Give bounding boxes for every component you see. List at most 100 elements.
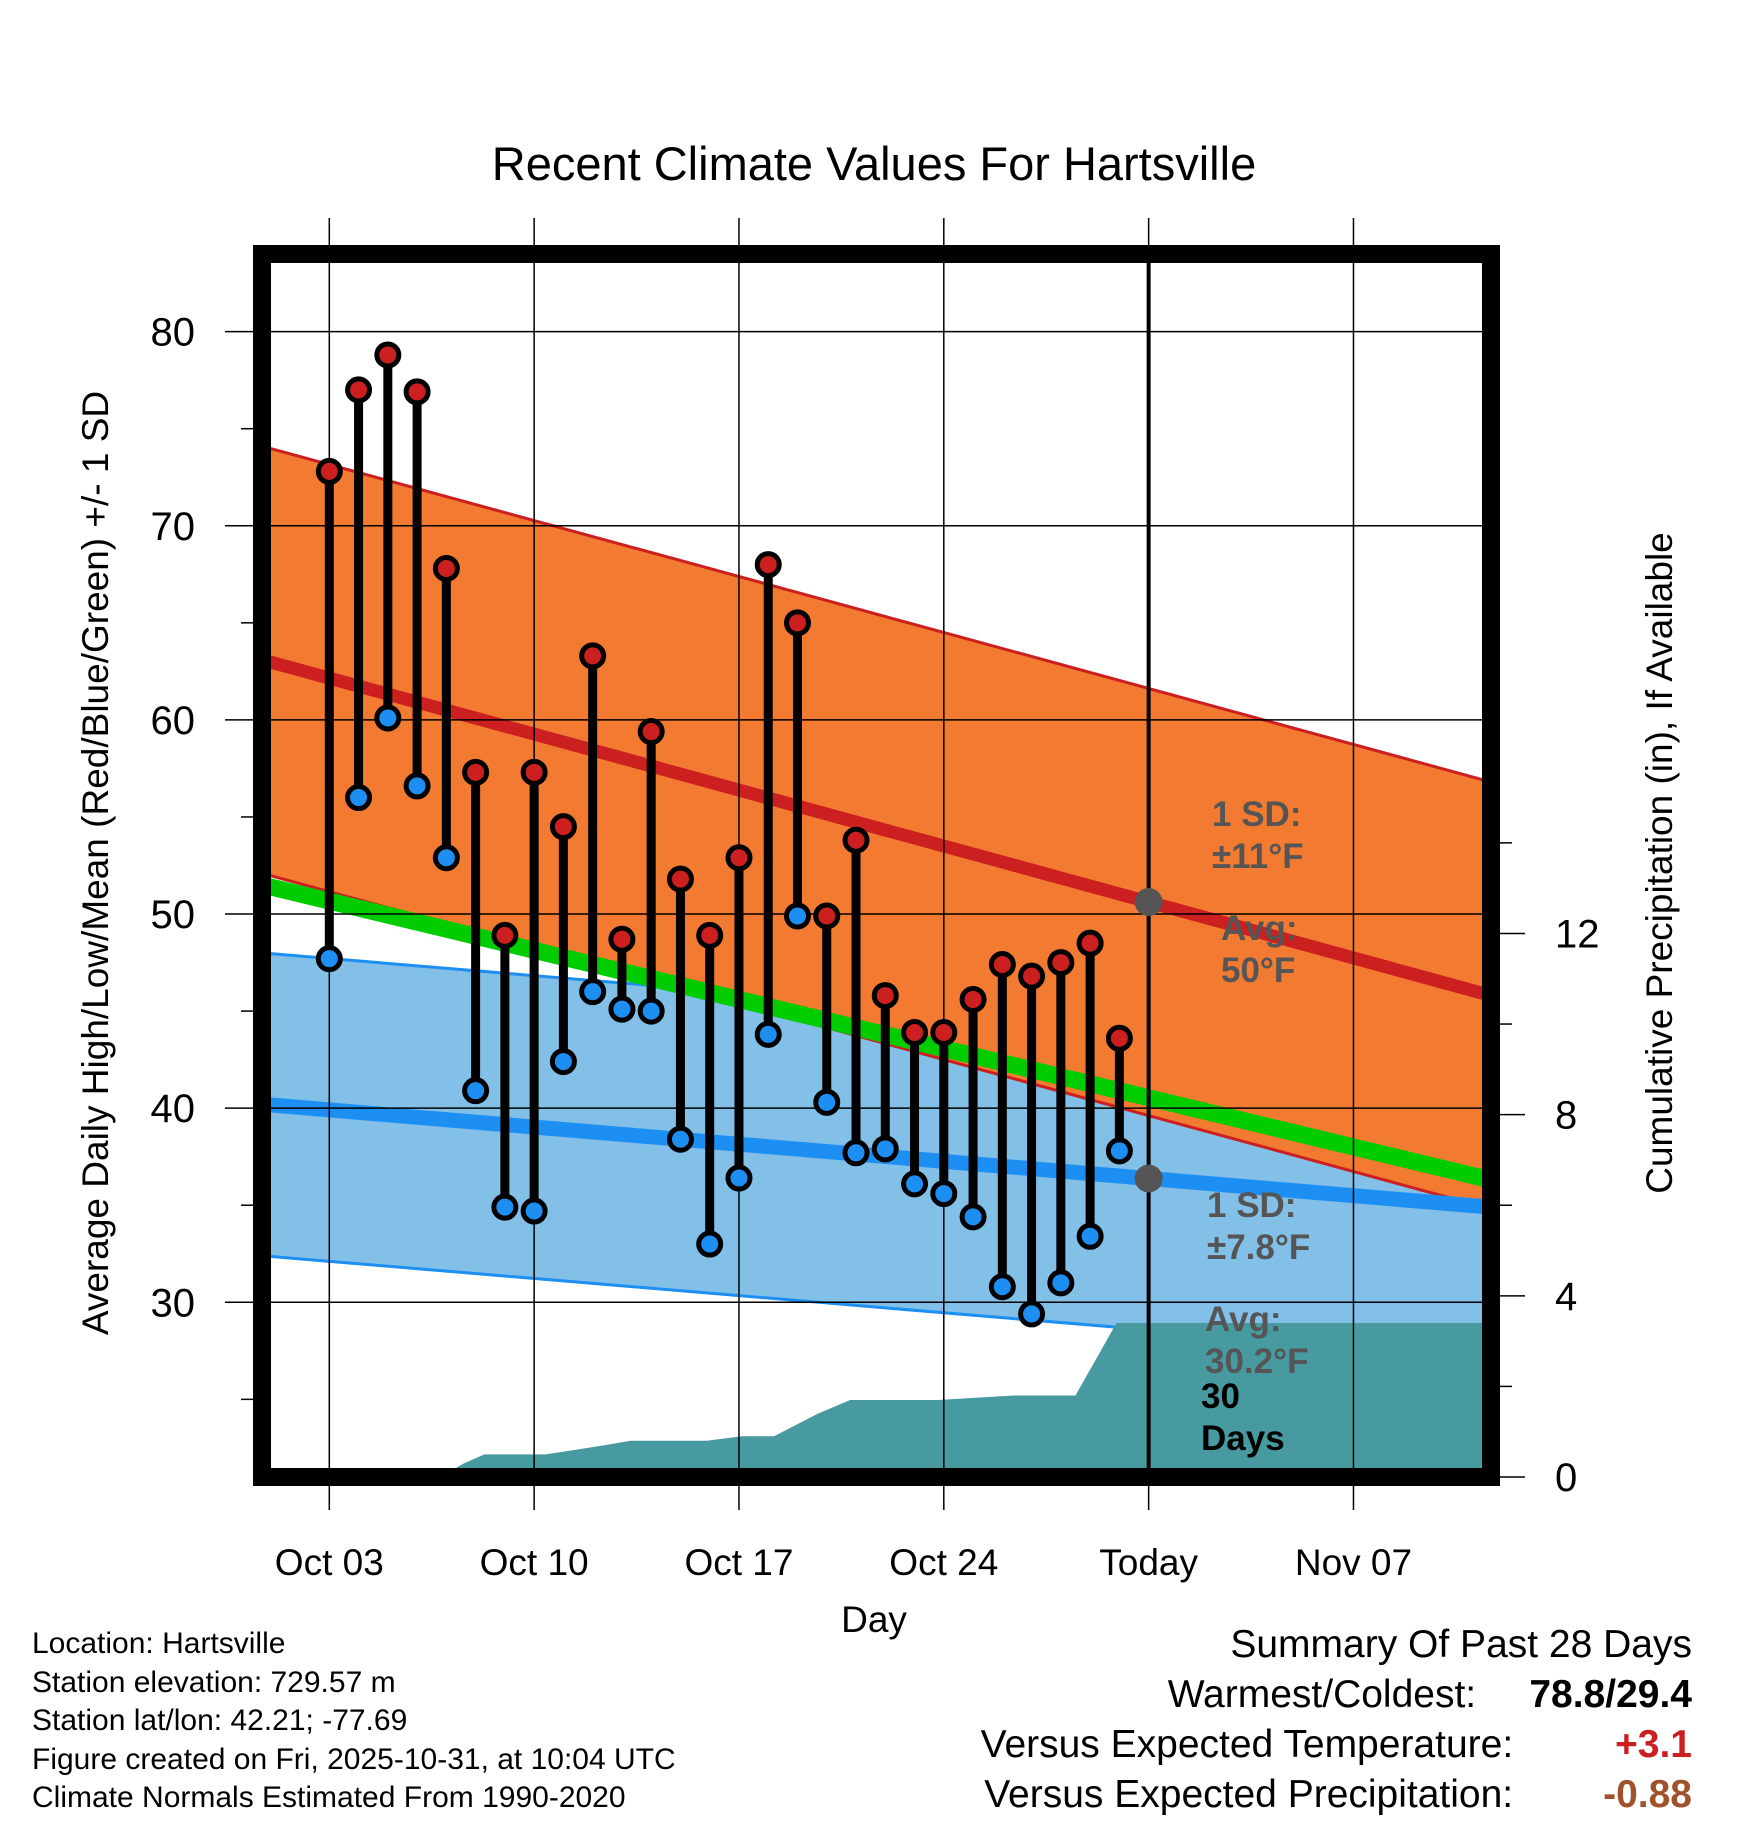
high-sd-annotation: ±11°F bbox=[1212, 837, 1304, 876]
low-dot bbox=[432, 844, 460, 872]
y-tick-label: 70 bbox=[151, 505, 196, 549]
high-dot bbox=[1105, 1024, 1133, 1052]
y-tick-label: 30 bbox=[151, 1281, 196, 1325]
precip-label: Versus Expected Precipitation: bbox=[984, 1773, 1514, 1816]
y2-axis-label: Cumulative Precipitation (in), If Availa… bbox=[1639, 532, 1680, 1194]
low-dot bbox=[374, 704, 402, 732]
high-dot bbox=[754, 551, 782, 579]
high-dot bbox=[403, 378, 431, 406]
axes: Oct 03 Oct 10 Oct 17 Oct 24 Today Nov 0730405… bbox=[151, 218, 1600, 1583]
low-dot bbox=[315, 945, 343, 973]
y2-tick-label: 0 bbox=[1555, 1456, 1577, 1500]
low-dot bbox=[1047, 1269, 1075, 1297]
low-dot bbox=[901, 1170, 929, 1198]
low-dot bbox=[988, 1273, 1016, 1301]
low-dot bbox=[754, 1020, 782, 1048]
x-tick-label: Oct 10 bbox=[480, 1542, 589, 1583]
elevation-text: Station elevation: 729.57 m bbox=[32, 1665, 396, 1699]
low-dot bbox=[813, 1088, 841, 1116]
normal-mean-line bbox=[262, 876, 1491, 1189]
low-dot bbox=[1076, 1222, 1104, 1250]
high-avg-annotation: Avg: bbox=[1221, 909, 1297, 948]
low-dot bbox=[666, 1125, 694, 1153]
high-dot bbox=[1076, 929, 1104, 957]
precip-value: -0.88 bbox=[1603, 1773, 1692, 1816]
high-avg-annotation: 50°F bbox=[1221, 951, 1295, 990]
low-dot bbox=[783, 902, 811, 930]
high-dot bbox=[959, 985, 987, 1013]
high-dot bbox=[462, 758, 490, 786]
precip-days-annotation: Days bbox=[1201, 1419, 1285, 1458]
location-text: Location: Hartsville bbox=[32, 1627, 286, 1660]
low-dot bbox=[579, 978, 607, 1006]
high-dot bbox=[315, 457, 343, 485]
high-dot bbox=[608, 925, 636, 953]
high-dot bbox=[520, 758, 548, 786]
summary-panel: Summary Of Past 28 Days Warmest/Coldest:… bbox=[981, 1620, 1692, 1820]
low-dot bbox=[345, 784, 373, 812]
low-sd-annotation: 1 SD: bbox=[1207, 1186, 1296, 1225]
chart-title: Recent Climate Values For Hartsville bbox=[492, 137, 1256, 190]
high-dot bbox=[374, 341, 402, 369]
low-dot bbox=[491, 1193, 519, 1221]
x-axis-label: Day bbox=[841, 1599, 907, 1640]
high-dot bbox=[666, 865, 694, 893]
warmest-value: 78.8/29.4 bbox=[1529, 1673, 1692, 1716]
high-dot bbox=[725, 844, 753, 872]
precip-days-annotation: 30 bbox=[1201, 1377, 1240, 1416]
x-tick-label: Today bbox=[1099, 1542, 1198, 1583]
low-dot bbox=[462, 1077, 490, 1105]
high-dot bbox=[637, 718, 665, 746]
created-text: Figure created on Fri, 2025-10-31, at 10… bbox=[32, 1742, 676, 1776]
low-dot bbox=[1105, 1137, 1133, 1165]
high-dot bbox=[783, 609, 811, 637]
high-sd-annotation: 1 SD: bbox=[1212, 795, 1301, 834]
high-dot bbox=[432, 554, 460, 582]
high-dot bbox=[901, 1018, 929, 1046]
precip-area bbox=[440, 1322, 1491, 1477]
daily-marks bbox=[315, 341, 1133, 1328]
low-dot bbox=[1018, 1300, 1046, 1328]
low-dot bbox=[725, 1164, 753, 1192]
station-info: Location: Hartsville Station elevation: … bbox=[32, 1625, 676, 1818]
summary-title: Summary Of Past 28 Days bbox=[1230, 1623, 1692, 1666]
today-high-avg-marker bbox=[1134, 888, 1163, 917]
temp-value: +3.1 bbox=[1615, 1723, 1692, 1766]
high-dot bbox=[813, 902, 841, 930]
x-tick-label: Oct 03 bbox=[275, 1542, 384, 1583]
warmest-row: Warmest/Coldest: 78.8/29.4 bbox=[981, 1670, 1692, 1720]
x-tick-label: Nov 07 bbox=[1295, 1542, 1412, 1583]
high-dot bbox=[871, 982, 899, 1010]
high-dot bbox=[988, 951, 1016, 979]
temp-label: Versus Expected Temperature: bbox=[980, 1723, 1514, 1766]
today-low-avg-marker bbox=[1134, 1164, 1163, 1193]
low-dot bbox=[520, 1197, 548, 1225]
plot-frame bbox=[253, 245, 1500, 1486]
x-tick-label: Oct 17 bbox=[684, 1542, 793, 1583]
low-dot bbox=[608, 995, 636, 1023]
y-tick-label: 40 bbox=[151, 1087, 196, 1131]
high-dot bbox=[696, 921, 724, 949]
normal-high-line bbox=[262, 653, 1491, 1002]
high-dot bbox=[842, 826, 870, 854]
low-dot bbox=[403, 772, 431, 800]
high-dot bbox=[1047, 949, 1075, 977]
low-dot bbox=[871, 1135, 899, 1163]
y2-tick-label: 4 bbox=[1555, 1275, 1577, 1319]
x-tick-label: Oct 24 bbox=[889, 1542, 998, 1583]
temp-row: Versus Expected Temperature: +3.1 bbox=[981, 1720, 1692, 1770]
y-axis-label: Average Daily High/Low/Mean (Red/Blue/Gr… bbox=[75, 391, 116, 1335]
y-tick-label: 80 bbox=[151, 311, 196, 355]
warmest-label: Warmest/Coldest: bbox=[1167, 1673, 1477, 1716]
low-dot bbox=[842, 1139, 870, 1167]
high-dot bbox=[345, 376, 373, 404]
normals-text: Climate Normals Estimated From 1990-2020 bbox=[32, 1781, 626, 1814]
high-dot bbox=[930, 1018, 958, 1046]
y-tick-label: 60 bbox=[151, 699, 196, 743]
low-sd-annotation: ±7.8°F bbox=[1207, 1228, 1310, 1267]
y-tick-label: 50 bbox=[151, 893, 196, 937]
low-dot bbox=[549, 1048, 577, 1076]
latlon-text: Station lat/lon: 42.21; -77.69 bbox=[32, 1704, 408, 1737]
